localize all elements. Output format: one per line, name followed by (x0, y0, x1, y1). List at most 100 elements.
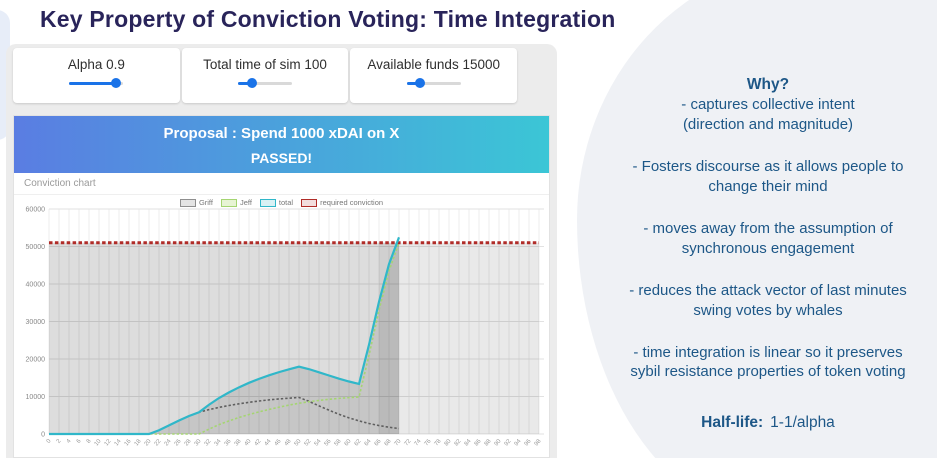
halflife-label: Half-life: (701, 414, 764, 432)
alpha-label: Alpha 0.9 (67, 57, 125, 72)
x-tick-label: 78 (434, 438, 443, 447)
x-tick-label: 26 (174, 438, 183, 447)
sim-time-label: Total time of sim 100 (203, 57, 327, 72)
x-tick-label: 32 (204, 438, 213, 447)
x-tick-label: 68 (384, 438, 393, 447)
x-tick-label: 28 (184, 438, 193, 447)
legend-label: required conviction (320, 198, 384, 207)
y-tick-label: 30000 (26, 319, 46, 326)
y-tick-label: 0 (41, 432, 45, 439)
x-tick-label: 0 (46, 438, 53, 445)
x-tick-label: 76 (424, 438, 433, 447)
why-bullet: - moves away from the assumption of sync… (643, 219, 893, 257)
x-tick-label: 60 (344, 438, 353, 447)
conviction-chart: 0 2 4 6 8 10 12 14 16 18 20 22 24 26 28 30 32 34 36 38 40 42 4… (26, 207, 544, 447)
x-tick-label: 96 (524, 438, 533, 447)
x-tick-label: 44 (264, 438, 273, 447)
chart-legend: Griff Jeff total required conviction (14, 198, 549, 207)
x-tick-label: 86 (474, 438, 483, 447)
legend-swatch (259, 198, 276, 207)
x-tick-label: 90 (494, 438, 503, 447)
legend-label: Griff (198, 198, 213, 207)
legend-swatch (179, 198, 196, 207)
y-tick-label: 20000 (26, 357, 46, 364)
y-tick-label: 40000 (26, 282, 46, 289)
x-tick-label: 80 (444, 438, 453, 447)
halflife-note: Half-life: 1-1/alpha (598, 414, 937, 432)
slider-row: Alpha 0.9 Total time of sim 100 Availabl… (13, 48, 518, 103)
y-tick-label: 60000 (26, 207, 46, 214)
funds-slider-track[interactable] (406, 81, 461, 85)
x-tick-label: 20 (144, 438, 153, 447)
y-tick-label: 10000 (26, 394, 46, 401)
legend-item-Jeff[interactable]: Jeff (220, 198, 252, 207)
alpha-slider-fill (69, 81, 116, 85)
total-line (49, 236, 401, 436)
sim-time-slider-fill (238, 81, 252, 85)
x-tick-label: 18 (134, 438, 143, 447)
x-tick-label: 38 (234, 438, 243, 447)
shaded-region (49, 242, 539, 434)
why-heading: Why? (746, 76, 790, 93)
x-tick-label: 4 (66, 438, 73, 445)
y-tick-label: 50000 (26, 244, 46, 251)
chart-title: Conviction chart (14, 173, 549, 195)
proposal-banner: Proposal : Spend 1000 xDAI on X PASSED! (14, 116, 549, 173)
x-tick-label: 88 (484, 438, 493, 447)
x-tick-label: 16 (124, 438, 133, 447)
x-tick-label: 84 (464, 438, 473, 447)
funds-slider-thumb[interactable] (414, 78, 425, 88)
x-tick-label: 2 (56, 438, 63, 445)
x-tick-label: 72 (404, 438, 413, 447)
sim-time-slider-track[interactable] (238, 81, 292, 85)
control-card-alpha: Alpha 0.9 (13, 48, 180, 103)
page-title: Key Property of Conviction Voting: Time … (40, 6, 616, 32)
legend-item-total[interactable]: total (259, 198, 294, 207)
x-tick-label: 10 (94, 438, 103, 447)
alpha-slider-thumb[interactable] (110, 78, 121, 88)
proposal-status-badge: PASSED! (250, 150, 313, 166)
legend-label: total (278, 198, 294, 207)
x-tick-label: 8 (86, 438, 93, 445)
why-bullet: - captures collective intent (direction … (681, 96, 855, 133)
x-tick-label: 22 (154, 438, 163, 447)
chart-card: Proposal : Spend 1000 xDAI on X PASSED! … (13, 115, 550, 458)
x-tick-label: 56 (324, 438, 333, 447)
sim-time-slider-thumb[interactable] (246, 78, 257, 88)
x-tick-label: 64 (364, 438, 373, 447)
control-card-funds: Available funds 15000 (350, 48, 518, 103)
why-bullet-list: - captures collective intent (direction … (598, 95, 937, 382)
x-tick-label: 92 (504, 438, 513, 447)
control-card-sim-time: Total time of sim 100 (181, 48, 349, 103)
why-bullet: - time integration is linear so it prese… (630, 343, 906, 381)
funds-label: Available funds 15000 (367, 57, 500, 72)
x-tick-label: 40 (244, 438, 253, 447)
proposal-title: Proposal : Spend 1000 xDAI on X (163, 125, 400, 142)
alpha-slider-track[interactable] (69, 81, 124, 85)
legend-swatch (220, 198, 237, 207)
why-bullet: - reduces the attack vector of last minu… (629, 281, 907, 319)
x-tick-label: 70 (394, 438, 403, 447)
x-tick-label: 94 (514, 438, 523, 447)
x-tick-label: 24 (164, 438, 173, 447)
funds-slider[interactable] (406, 77, 461, 89)
x-tick-label: 50 (294, 438, 303, 447)
legend-label: Jeff (239, 198, 252, 207)
legend-item-required-conviction[interactable]: required conviction (301, 198, 383, 207)
funds-slider-fill (406, 81, 420, 85)
background-blob (577, 0, 937, 458)
legend-item-Griff[interactable]: Griff (179, 198, 213, 207)
x-tick-label: 54 (314, 438, 323, 447)
x-tick-label: 30 (194, 438, 203, 447)
x-tick-label: 74 (414, 438, 423, 447)
alpha-slider[interactable] (69, 77, 124, 89)
sim-time-slider[interactable] (238, 77, 292, 89)
legend-swatch (301, 198, 318, 207)
x-tick-label: 6 (76, 438, 83, 445)
x-tick-label: 98 (534, 438, 543, 447)
left-edge-blob (0, 10, 10, 140)
x-tick-label: 14 (114, 438, 123, 447)
total-area-fill (49, 237, 399, 434)
